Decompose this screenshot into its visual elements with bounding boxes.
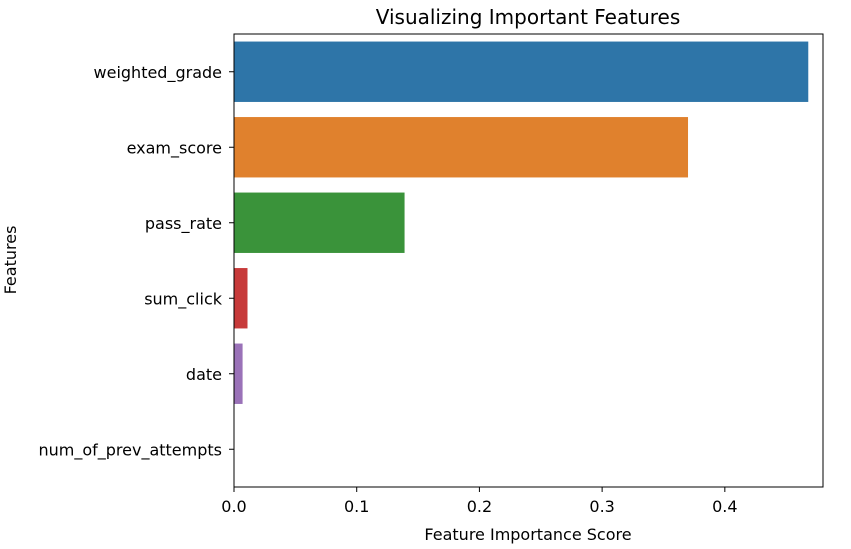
y-tick-label: sum_click <box>144 289 223 309</box>
bar-date <box>234 343 243 404</box>
y-ticks-group: weighted_grade exam_score pass_rate sum_cli… <box>38 63 234 460</box>
bar-sum-click <box>234 268 248 329</box>
y-axis-label: Features <box>1 226 20 295</box>
bar-pass-rate <box>234 192 405 253</box>
plot-frame <box>233 33 824 488</box>
y-tick-label: pass_rate <box>145 214 222 234</box>
bar-exam-score <box>234 117 689 178</box>
x-tick-label: 0.3 <box>589 497 614 516</box>
x-tick-label: 0.2 <box>467 497 492 516</box>
y-tick-label: num_of_prev_attempts <box>38 440 222 460</box>
x-tick-label: 0.1 <box>344 497 369 516</box>
x-tick-label: 0.4 <box>712 497 737 516</box>
y-tick-label: weighted_grade <box>94 63 222 83</box>
bars-group <box>234 41 809 404</box>
x-tick-label: 0.0 <box>221 497 246 516</box>
bar-weighted-grade <box>234 41 809 102</box>
y-tick-label: exam_score <box>127 138 222 158</box>
chart-title: Visualizing Important Features <box>376 5 681 29</box>
y-tick-label: date <box>186 365 222 384</box>
x-axis-label: Feature Importance Score <box>424 525 631 544</box>
x-ticks-group: 0.0 0.1 0.2 0.3 0.4 <box>221 487 738 516</box>
